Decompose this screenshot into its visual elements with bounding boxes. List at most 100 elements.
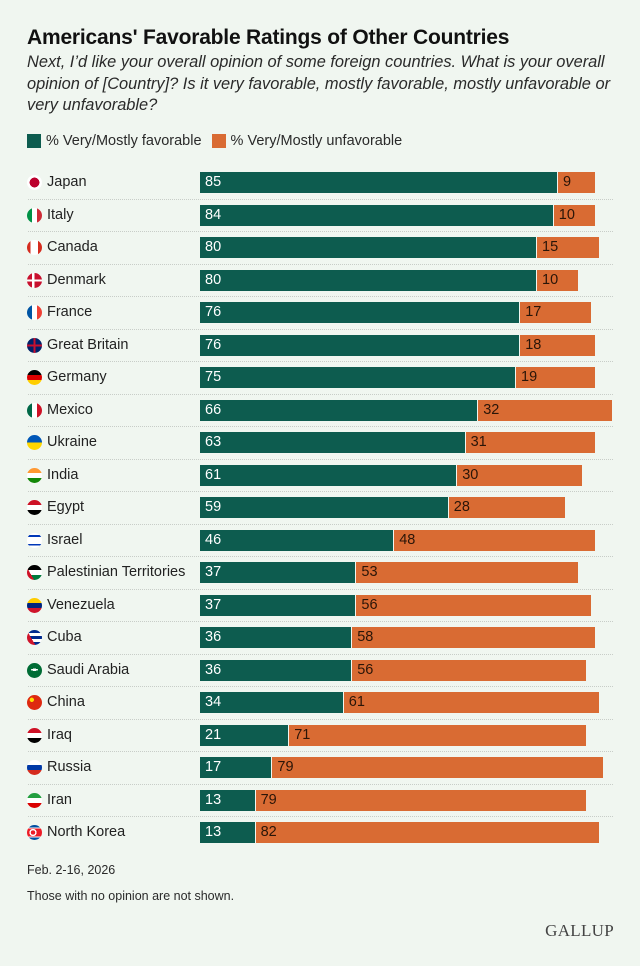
- survey-date: Feb. 2-16, 2026: [27, 863, 116, 877]
- bar-unfavorable-canada: 15: [536, 237, 599, 258]
- cuba-flag-icon: [27, 630, 42, 645]
- row-separator: [28, 751, 613, 752]
- category-label-iran: Iran: [47, 791, 72, 808]
- bar-unfavorable-iran: 79: [254, 789, 587, 811]
- row-separator: [28, 686, 613, 687]
- category-label-italy: Italy: [47, 206, 74, 223]
- data-label-favorable: 76: [205, 304, 222, 320]
- data-label-unfavorable: 28: [453, 499, 470, 515]
- bar-favorable-saudi-arabia: 36: [200, 659, 352, 681]
- data-label-unfavorable: 10: [558, 206, 575, 223]
- data-label-favorable: 59: [205, 499, 222, 515]
- bar-unfavorable-great-britain: 18: [519, 334, 595, 356]
- data-label-unfavorable: 79: [277, 759, 294, 775]
- bar-unfavorable-venezuela: 56: [355, 594, 591, 616]
- bar-unfavorable-france: 17: [519, 302, 591, 323]
- row-separator: [28, 328, 613, 330]
- mexico-flag-icon: [27, 402, 42, 418]
- data-label-unfavorable: 9: [563, 174, 572, 190]
- bar-favorable-germany: 75: [200, 367, 515, 388]
- bar-unfavorable-saudi-arabia: 56: [351, 659, 587, 681]
- category-label-france: France: [47, 304, 93, 320]
- row-separator: [28, 426, 613, 427]
- data-label-unfavorable: 53: [361, 564, 378, 580]
- bar-favorable-italy: 84: [200, 204, 553, 226]
- chart-subtitle: Next, I’d like your overall opinion of s…: [27, 53, 611, 114]
- row-separator: [28, 491, 613, 492]
- bar-unfavorable-mexico: 32: [477, 399, 612, 421]
- legend-label-unfavorable: % Very/Mostly unfavorable: [230, 133, 403, 149]
- category-label-ukraine: Ukraine: [47, 434, 97, 450]
- data-label-favorable: 36: [205, 629, 222, 645]
- bar-unfavorable-iraq: 71: [288, 724, 587, 746]
- bar-unfavorable-china: 61: [342, 692, 599, 713]
- data-label-favorable: 66: [205, 401, 222, 418]
- category-label-russia: Russia: [47, 759, 92, 775]
- legend: % Very/Mostly favorable % Very/Mostly un…: [27, 133, 412, 149]
- category-label-germany: Germany: [47, 369, 107, 385]
- bar-favorable-great-britain: 76: [200, 334, 520, 356]
- bar-favorable-india: 61: [200, 464, 457, 486]
- iran-flag-icon: [27, 792, 42, 808]
- row-separator: [28, 588, 613, 590]
- category-label-north-korea: North Korea: [47, 824, 126, 840]
- data-label-unfavorable: 79: [260, 791, 277, 808]
- data-label-unfavorable: 58: [357, 629, 374, 645]
- legend-item-favorable: % Very/Mostly favorable: [27, 133, 202, 149]
- bar-unfavorable-denmark: 10: [536, 269, 578, 291]
- data-label-favorable: 17: [205, 759, 222, 775]
- category-label-cuba: Cuba: [47, 629, 82, 645]
- category-label-venezuela: Venezuela: [47, 596, 115, 613]
- data-label-unfavorable: 19: [521, 369, 538, 385]
- row-separator: [28, 621, 613, 622]
- bar-unfavorable-cuba: 58: [351, 627, 595, 648]
- category-label-japan: Japan: [47, 174, 87, 190]
- data-label-unfavorable: 82: [260, 824, 277, 840]
- row-separator: [28, 783, 613, 785]
- bar-favorable-egypt: 59: [200, 497, 448, 518]
- data-label-favorable: 76: [205, 336, 222, 353]
- data-label-favorable: 21: [205, 726, 222, 743]
- bar-unfavorable-india: 30: [456, 464, 583, 486]
- category-label-palestinian-territories: Palestinian Territories: [47, 564, 186, 580]
- data-label-favorable: 80: [205, 271, 222, 288]
- data-label-favorable: 36: [205, 661, 222, 678]
- bar-favorable-france: 76: [200, 302, 520, 323]
- category-label-egypt: Egypt: [47, 499, 85, 515]
- data-label-favorable: 85: [205, 174, 222, 190]
- bar-favorable-denmark: 80: [200, 269, 536, 291]
- category-label-israel: Israel: [47, 531, 83, 548]
- france-flag-icon: [27, 305, 42, 320]
- bar-favorable-israel: 46: [200, 529, 394, 551]
- category-label-saudi-arabia: Saudi Arabia: [47, 661, 130, 678]
- data-label-favorable: 37: [205, 564, 222, 580]
- italy-flag-icon: [27, 207, 42, 223]
- data-label-favorable: 34: [205, 694, 222, 710]
- row-separator: [28, 393, 613, 395]
- row-separator: [28, 816, 613, 817]
- china-flag-icon: [27, 695, 42, 710]
- bar-favorable-china: 34: [200, 692, 343, 713]
- data-label-unfavorable: 15: [542, 239, 559, 255]
- bar-unfavorable-ukraine: 31: [464, 432, 595, 453]
- bar-unfavorable-israel: 48: [393, 529, 595, 551]
- data-label-unfavorable: 61: [348, 694, 365, 710]
- india-flag-icon: [27, 467, 42, 483]
- bar-favorable-palestinian-territories: 37: [200, 562, 356, 583]
- data-label-unfavorable: 48: [399, 531, 416, 548]
- data-label-unfavorable: 10: [542, 271, 559, 288]
- data-label-unfavorable: 18: [525, 336, 542, 353]
- venezuela-flag-icon: [27, 597, 42, 613]
- category-label-mexico: Mexico: [47, 401, 93, 418]
- data-label-favorable: 63: [205, 434, 222, 450]
- data-label-unfavorable: 31: [470, 434, 487, 450]
- great-britain-flag-icon: [27, 337, 42, 353]
- canada-flag-icon: [27, 240, 42, 255]
- row-separator: [28, 523, 613, 525]
- category-label-great-britain: Great Britain: [47, 336, 129, 353]
- bar-unfavorable-russia: 79: [271, 757, 604, 778]
- palestinian-territories-flag-icon: [27, 565, 42, 580]
- row-separator: [28, 296, 613, 297]
- israel-flag-icon: [27, 532, 42, 548]
- russia-flag-icon: [27, 760, 42, 775]
